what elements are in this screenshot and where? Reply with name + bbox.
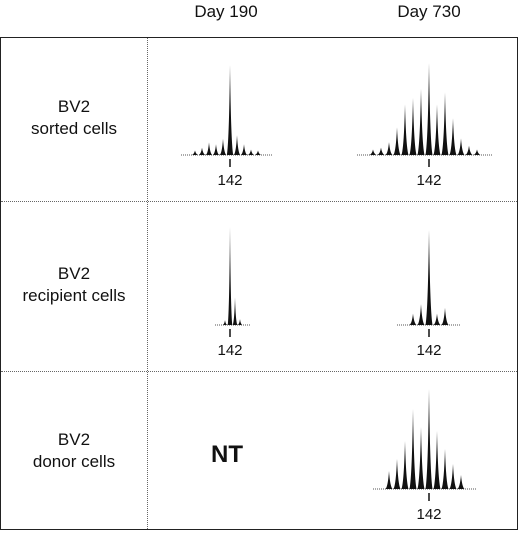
peak (385, 471, 393, 489)
peak (417, 304, 425, 325)
peak (222, 320, 228, 325)
column-divider (147, 38, 148, 529)
peak (232, 297, 238, 325)
row-label-donor: BV2 donor cells (1, 429, 147, 473)
column-header-day190: Day 190 (194, 2, 258, 21)
row-label-recipient: BV2 recipient cells (1, 263, 147, 307)
row-label-sorted: BV2 sorted cells (1, 96, 147, 140)
peak (237, 319, 243, 325)
marker-label: 142 (416, 506, 441, 523)
row-label-line1: BV2 (57, 264, 91, 283)
peak (425, 389, 433, 489)
peak (219, 138, 227, 155)
peak (433, 313, 441, 325)
spectratype-donor-day730: 142 (373, 389, 477, 523)
peak (401, 441, 409, 489)
peak (191, 150, 199, 155)
peak (473, 149, 481, 155)
peak (198, 147, 206, 155)
peak (369, 149, 377, 155)
row-label-line2: donor cells (32, 452, 116, 471)
peak (449, 464, 457, 489)
peak (457, 475, 465, 489)
row-divider (1, 371, 517, 372)
marker-label: 142 (217, 172, 242, 189)
peak (254, 150, 262, 155)
peak (393, 459, 401, 489)
peak (205, 142, 213, 155)
spectratype-sorted-day190: 142 (181, 65, 272, 189)
row-label-line1: BV2 (57, 97, 91, 116)
peak (441, 307, 449, 325)
spectratype-recipient-day190: 142 (215, 227, 250, 359)
not-tested-label: NT (211, 441, 243, 468)
peak (449, 118, 457, 155)
peak (425, 63, 433, 155)
peak (417, 88, 425, 155)
peak (465, 145, 473, 155)
peak (212, 144, 220, 155)
row-label-line2: sorted cells (31, 119, 117, 138)
row-divider (1, 201, 517, 202)
marker-label: 142 (416, 342, 441, 359)
row-label-line1: BV2 (57, 430, 91, 449)
peak (401, 104, 409, 155)
spectratype-recipient-day730: 142 (397, 230, 461, 359)
peak (433, 431, 441, 489)
marker-label: 142 (217, 342, 242, 359)
peak (409, 97, 417, 155)
peak (240, 144, 248, 155)
peak (385, 142, 393, 155)
peak (425, 230, 433, 325)
peak (417, 427, 425, 489)
row-label-line2: recipient cells (22, 286, 126, 305)
peak (393, 127, 401, 155)
marker-label: 142 (416, 172, 441, 189)
peak (247, 149, 255, 155)
peak (226, 65, 234, 155)
peak (409, 409, 417, 489)
peak (227, 227, 233, 325)
peak (441, 449, 449, 489)
peak (441, 92, 449, 155)
column-header-day730: Day 730 (397, 2, 461, 21)
spectratype-grid: BV2 sorted cells BV2 recipient cells BV2… (0, 37, 518, 530)
peak (409, 313, 417, 325)
peak (233, 135, 241, 155)
peak (433, 104, 441, 155)
peak (457, 138, 465, 155)
spectratype-sorted-day730: 142 (357, 63, 493, 189)
peak (377, 147, 385, 155)
